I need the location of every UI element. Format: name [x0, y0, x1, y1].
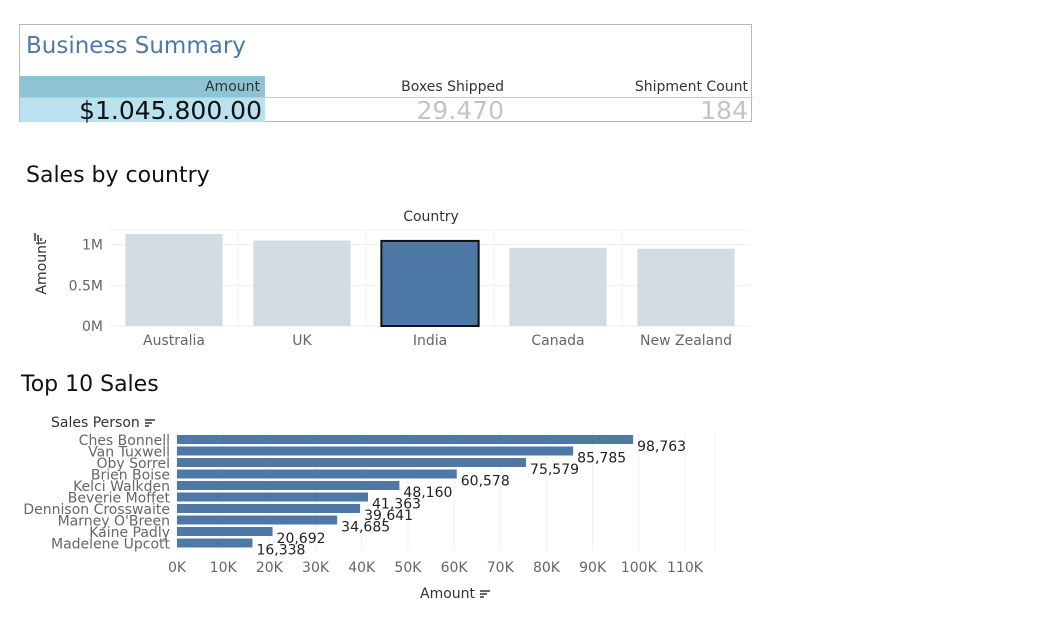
bar-value-label: 48,160	[403, 485, 452, 501]
bar-australia[interactable]	[125, 234, 223, 326]
sales-person-header[interactable]: Sales Person	[51, 415, 156, 431]
y-tick-label: 0.5M	[69, 278, 103, 294]
country-column-header: Country	[403, 209, 459, 225]
sales-by-country-title: Sales by country	[26, 163, 210, 188]
sales-person-label[interactable]: Oby Sorrel	[96, 456, 170, 472]
bar-new-zealand[interactable]	[637, 248, 735, 326]
x-tick-label: 80K	[533, 560, 561, 576]
x-tick-label[interactable]: New Zealand	[640, 333, 732, 349]
bar-value-label: 20,692	[277, 531, 326, 547]
sales-bar[interactable]	[177, 515, 338, 525]
x-tick-label: 100K	[621, 560, 658, 576]
sales-person-label[interactable]: Brien Boise	[91, 468, 170, 484]
shipment-count-value: 184	[700, 96, 748, 125]
x-tick-label: 110K	[667, 560, 704, 576]
boxes-shipped-header[interactable]: Boxes Shipped	[401, 79, 504, 95]
sales-bar[interactable]	[177, 458, 527, 467]
sales-bar[interactable]	[177, 492, 369, 502]
sales-bar[interactable]	[177, 504, 361, 513]
bar-canada[interactable]	[509, 247, 607, 326]
bar-value-label: 41,363	[372, 497, 421, 513]
sales-person-header-label: Sales Person	[51, 415, 140, 431]
x-tick-label: 30K	[302, 560, 330, 576]
bar-value-label: 16,338	[256, 543, 305, 559]
sales-person-label[interactable]: Madelene Upcott	[51, 537, 170, 553]
x-tick-label: 40K	[348, 560, 376, 576]
sales-bar[interactable]	[177, 481, 400, 490]
amount-header-highlight	[20, 76, 265, 98]
sales-by-country-chart: Country Amount 0M 0.5M 1M Australia UK India…	[34, 209, 750, 349]
bar-value-label: 85,785	[577, 451, 626, 467]
sales-person-label[interactable]: Kelci Walkden	[73, 479, 170, 495]
bar-value-label: 60,578	[461, 474, 510, 490]
country-y-axis-label[interactable]: Amount	[34, 239, 50, 295]
sales-bar[interactable]	[177, 527, 273, 536]
sales-bar[interactable]	[177, 469, 457, 479]
bar-value-label: 75,579	[530, 462, 579, 478]
amount-value: $1.045.800.00	[79, 96, 262, 125]
x-tick-label: 50K	[394, 560, 422, 576]
sales-person-label[interactable]: Dennison Crosswaite	[23, 502, 170, 518]
shipment-count-header[interactable]: Shipment Count	[634, 79, 748, 95]
x-tick-label[interactable]: India	[413, 333, 447, 349]
amount-axis-title[interactable]: Amount	[420, 586, 491, 602]
amount-value-highlight	[20, 98, 265, 122]
boxes-shipped-value: 29.470	[416, 96, 504, 125]
x-tick-label: 90K	[579, 560, 607, 576]
x-tick-label: 60K	[441, 560, 469, 576]
x-tick-label[interactable]: UK	[292, 333, 312, 349]
y-tick-label: 0M	[82, 319, 103, 335]
x-tick-label: 20K	[256, 560, 284, 576]
bar-india[interactable]	[380, 239, 480, 327]
y-axis-sort-icon[interactable]	[34, 233, 42, 241]
sales-person-label[interactable]: Ches Bonnell	[79, 433, 170, 449]
sort-icon[interactable]	[144, 418, 156, 428]
header-divider	[20, 97, 753, 98]
amount-header[interactable]: Amount	[204, 79, 260, 95]
bar-value-label: 34,685	[341, 520, 390, 536]
bar-value-label: 39,641	[364, 508, 413, 524]
sort-icon[interactable]	[479, 589, 491, 599]
summary-title: Business Summary	[26, 33, 246, 59]
sales-person-label[interactable]: Van Tuxwell	[88, 445, 170, 461]
sales-person-label[interactable]: Beverie Moffet	[68, 491, 171, 507]
sales-person-label[interactable]: Marney O'Breen	[58, 514, 170, 530]
y-tick-label: 1M	[82, 238, 103, 254]
bar-uk[interactable]	[253, 240, 351, 326]
sales-person-label[interactable]: Kaine Padly	[89, 525, 170, 541]
x-tick-label[interactable]: Australia	[143, 333, 205, 349]
sales-bar[interactable]	[177, 435, 634, 444]
sales-bar[interactable]	[177, 538, 253, 548]
bar-value-label: 98,763	[637, 439, 686, 455]
sales-bar[interactable]	[177, 446, 574, 456]
top-10-sales-title: Top 10 Sales	[21, 372, 159, 397]
x-tick-label[interactable]: Canada	[531, 333, 584, 349]
x-tick-label: 10K	[210, 560, 238, 576]
x-tick-label: 0K	[168, 560, 187, 576]
amount-axis-label: Amount	[420, 586, 476, 602]
business-summary-card: Business Summary Amount Boxes Shipped Sh…	[19, 24, 753, 125]
x-tick-label: 70K	[487, 560, 515, 576]
